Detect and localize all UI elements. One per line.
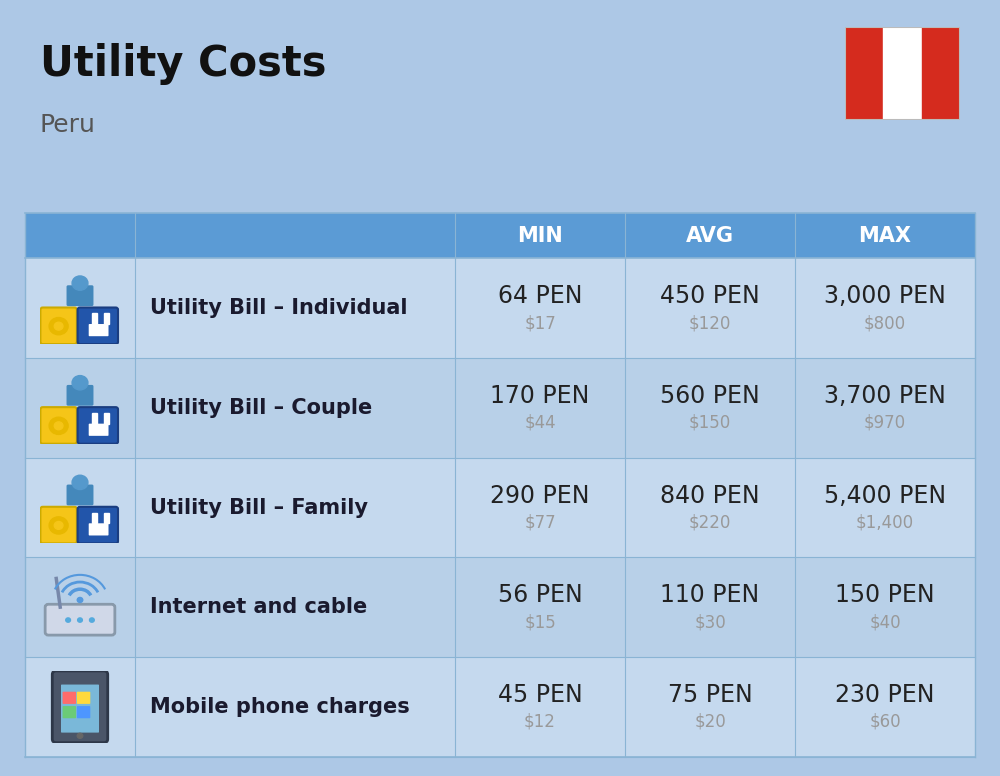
Circle shape bbox=[54, 322, 63, 330]
Bar bbox=[922, 27, 960, 120]
Circle shape bbox=[72, 475, 88, 490]
FancyBboxPatch shape bbox=[89, 324, 109, 336]
FancyBboxPatch shape bbox=[78, 407, 118, 444]
Text: $44: $44 bbox=[524, 414, 556, 431]
FancyBboxPatch shape bbox=[78, 507, 118, 543]
Bar bbox=[92, 413, 97, 424]
Bar bbox=[104, 512, 109, 523]
Bar bbox=[92, 512, 97, 523]
Text: $120: $120 bbox=[689, 314, 731, 332]
Text: $800: $800 bbox=[864, 314, 906, 332]
Text: $17: $17 bbox=[524, 314, 556, 332]
Bar bbox=[25, 258, 975, 358]
Text: $15: $15 bbox=[524, 613, 556, 631]
Circle shape bbox=[54, 422, 63, 430]
Bar bbox=[25, 358, 975, 458]
Bar bbox=[25, 213, 975, 258]
Text: $150: $150 bbox=[689, 414, 731, 431]
Bar bbox=[25, 557, 975, 657]
Text: Utility Bill – Couple: Utility Bill – Couple bbox=[150, 398, 372, 417]
FancyBboxPatch shape bbox=[67, 286, 93, 306]
Text: Mobile phone charges: Mobile phone charges bbox=[150, 697, 410, 717]
Text: 64 PEN: 64 PEN bbox=[498, 284, 582, 308]
Bar bbox=[104, 314, 109, 324]
Circle shape bbox=[49, 417, 68, 435]
Text: 560 PEN: 560 PEN bbox=[660, 384, 760, 408]
Bar bbox=[104, 413, 109, 424]
Bar bbox=[25, 458, 975, 557]
Text: 450 PEN: 450 PEN bbox=[660, 284, 760, 308]
Text: 150 PEN: 150 PEN bbox=[835, 584, 935, 607]
FancyBboxPatch shape bbox=[40, 307, 77, 344]
Bar bbox=[845, 27, 883, 120]
Circle shape bbox=[90, 618, 94, 622]
FancyBboxPatch shape bbox=[77, 706, 90, 719]
Text: 5,400 PEN: 5,400 PEN bbox=[824, 483, 946, 508]
Text: $77: $77 bbox=[524, 514, 556, 532]
Text: $220: $220 bbox=[689, 514, 731, 532]
Circle shape bbox=[72, 276, 88, 290]
Circle shape bbox=[72, 376, 88, 390]
Text: $1,400: $1,400 bbox=[856, 514, 914, 532]
Text: Internet and cable: Internet and cable bbox=[150, 598, 367, 617]
FancyBboxPatch shape bbox=[63, 691, 76, 704]
Text: 230 PEN: 230 PEN bbox=[835, 683, 935, 707]
FancyBboxPatch shape bbox=[61, 684, 99, 733]
Text: 75 PEN: 75 PEN bbox=[668, 683, 752, 707]
FancyBboxPatch shape bbox=[52, 671, 108, 743]
Circle shape bbox=[77, 733, 83, 738]
FancyBboxPatch shape bbox=[78, 307, 118, 344]
Text: Utility Bill – Individual: Utility Bill – Individual bbox=[150, 298, 408, 318]
Circle shape bbox=[49, 317, 68, 334]
Circle shape bbox=[49, 517, 68, 534]
Text: Peru: Peru bbox=[40, 113, 96, 137]
Text: 170 PEN: 170 PEN bbox=[490, 384, 590, 408]
Text: $60: $60 bbox=[869, 712, 901, 731]
Text: AVG: AVG bbox=[686, 226, 734, 246]
Text: 56 PEN: 56 PEN bbox=[498, 584, 582, 607]
Circle shape bbox=[54, 521, 63, 529]
FancyBboxPatch shape bbox=[67, 484, 93, 505]
Circle shape bbox=[78, 618, 82, 622]
Text: 290 PEN: 290 PEN bbox=[490, 483, 590, 508]
Text: MAX: MAX bbox=[858, 226, 912, 246]
Text: $20: $20 bbox=[694, 712, 726, 731]
FancyBboxPatch shape bbox=[45, 605, 115, 635]
Text: 110 PEN: 110 PEN bbox=[660, 584, 760, 607]
Text: 45 PEN: 45 PEN bbox=[498, 683, 582, 707]
Text: 3,700 PEN: 3,700 PEN bbox=[824, 384, 946, 408]
FancyBboxPatch shape bbox=[89, 424, 109, 436]
Text: $30: $30 bbox=[694, 613, 726, 631]
FancyBboxPatch shape bbox=[77, 691, 90, 704]
Circle shape bbox=[66, 618, 70, 622]
FancyBboxPatch shape bbox=[40, 407, 77, 444]
FancyBboxPatch shape bbox=[89, 523, 109, 535]
Text: MIN: MIN bbox=[517, 226, 563, 246]
Text: Utility Bill – Family: Utility Bill – Family bbox=[150, 497, 368, 518]
FancyBboxPatch shape bbox=[63, 706, 76, 719]
Text: $12: $12 bbox=[524, 712, 556, 731]
Bar bbox=[92, 314, 97, 324]
Text: 3,000 PEN: 3,000 PEN bbox=[824, 284, 946, 308]
Bar bbox=[883, 27, 922, 120]
Text: Utility Costs: Utility Costs bbox=[40, 43, 326, 85]
Circle shape bbox=[77, 598, 83, 602]
FancyBboxPatch shape bbox=[40, 507, 77, 543]
Bar bbox=[25, 657, 975, 757]
Text: $970: $970 bbox=[864, 414, 906, 431]
Text: 840 PEN: 840 PEN bbox=[660, 483, 760, 508]
Text: $40: $40 bbox=[869, 613, 901, 631]
FancyBboxPatch shape bbox=[67, 385, 93, 406]
